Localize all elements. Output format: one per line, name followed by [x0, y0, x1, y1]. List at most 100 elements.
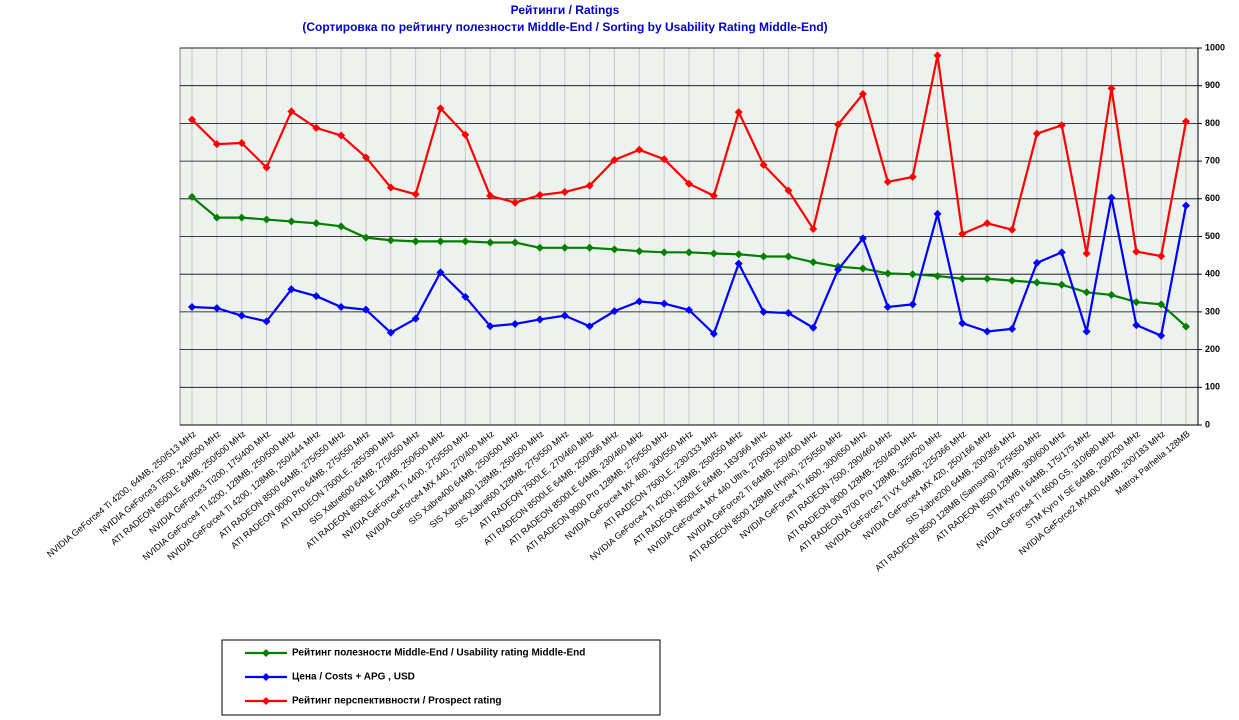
- point: [337, 302, 346, 311]
- point: [1057, 248, 1066, 257]
- point: [287, 217, 296, 226]
- point: [535, 315, 544, 324]
- point: [486, 322, 495, 331]
- point: [908, 270, 917, 279]
- point: [535, 243, 544, 252]
- point: [1057, 121, 1066, 130]
- point: [560, 243, 569, 252]
- point: [660, 155, 669, 164]
- point: [834, 120, 843, 129]
- legend-box: [221, 639, 661, 716]
- point: [1132, 298, 1141, 307]
- point: [1032, 278, 1041, 287]
- point: [709, 329, 718, 338]
- point: [734, 108, 743, 117]
- point: [361, 153, 370, 162]
- point: [734, 259, 743, 268]
- point: [983, 327, 992, 336]
- point: [1008, 225, 1017, 234]
- point: [1132, 247, 1141, 256]
- y-tick-label: 500: [1205, 231, 1220, 241]
- point: [461, 237, 470, 246]
- point: [858, 234, 867, 243]
- point: [1132, 321, 1141, 330]
- point: [337, 131, 346, 140]
- point: [262, 215, 271, 224]
- point: [1182, 322, 1190, 331]
- point: [287, 107, 296, 116]
- legend-marker: [262, 649, 270, 657]
- point: [1032, 129, 1041, 138]
- legend-label: Рейтинг перспективности / Prospect ratin…: [292, 696, 502, 707]
- point: [511, 198, 520, 207]
- point: [212, 140, 221, 149]
- point: [237, 213, 246, 222]
- point: [262, 317, 271, 326]
- point: [411, 237, 420, 246]
- point: [958, 319, 967, 328]
- point: [958, 229, 967, 238]
- y-tick-label: 600: [1205, 193, 1220, 203]
- point: [486, 191, 495, 200]
- point: [883, 302, 892, 311]
- chart-title: Рейтинги / Ratings: [511, 3, 620, 17]
- point: [312, 219, 321, 228]
- y-tick-label: 700: [1205, 155, 1220, 165]
- point: [188, 302, 196, 311]
- point: [858, 89, 867, 98]
- point: [1082, 249, 1091, 258]
- point: [908, 300, 917, 309]
- point: [535, 191, 544, 200]
- point: [1082, 327, 1091, 336]
- y-tick-label: 800: [1205, 118, 1220, 128]
- legend-marker: [262, 673, 270, 681]
- point: [212, 304, 221, 313]
- point: [188, 115, 196, 124]
- point: [759, 307, 768, 316]
- point: [1008, 324, 1017, 333]
- point: [610, 245, 619, 254]
- point: [1057, 280, 1066, 289]
- point: [610, 307, 619, 316]
- point: [983, 219, 992, 228]
- point: [809, 258, 818, 267]
- point: [709, 191, 718, 200]
- chart-subtitle: (Сортировка по рейтингу полезности Middl…: [302, 20, 827, 34]
- point: [237, 139, 246, 148]
- point: [188, 192, 196, 201]
- point: [337, 222, 346, 231]
- point: [411, 190, 420, 199]
- y-tick-label: 200: [1205, 344, 1220, 354]
- point: [958, 274, 967, 283]
- point: [461, 292, 470, 301]
- point: [386, 328, 395, 337]
- point: [511, 238, 520, 247]
- point: [1157, 331, 1166, 340]
- point: [834, 265, 843, 274]
- legend-label: Цена / Costs + APG , USD: [292, 672, 415, 683]
- point: [635, 145, 644, 154]
- point: [287, 285, 296, 294]
- y-tick-label: 100: [1205, 382, 1220, 392]
- point: [908, 172, 917, 181]
- point: [809, 224, 818, 233]
- legend-label: Рейтинг полезности Middle-End / Usabilit…: [292, 648, 585, 659]
- point: [1157, 252, 1166, 261]
- point: [361, 305, 370, 314]
- point: [511, 319, 520, 328]
- point: [685, 179, 693, 188]
- point: [759, 160, 768, 169]
- point: [411, 314, 420, 323]
- point: [933, 51, 942, 60]
- y-tick-label: 1000: [1205, 42, 1225, 52]
- point: [709, 249, 718, 258]
- point: [560, 188, 569, 197]
- point: [660, 299, 669, 308]
- point: [585, 243, 594, 252]
- point: [585, 322, 594, 331]
- point: [784, 252, 793, 261]
- point: [734, 250, 743, 259]
- y-tick-label: 300: [1205, 306, 1220, 316]
- point: [784, 186, 793, 195]
